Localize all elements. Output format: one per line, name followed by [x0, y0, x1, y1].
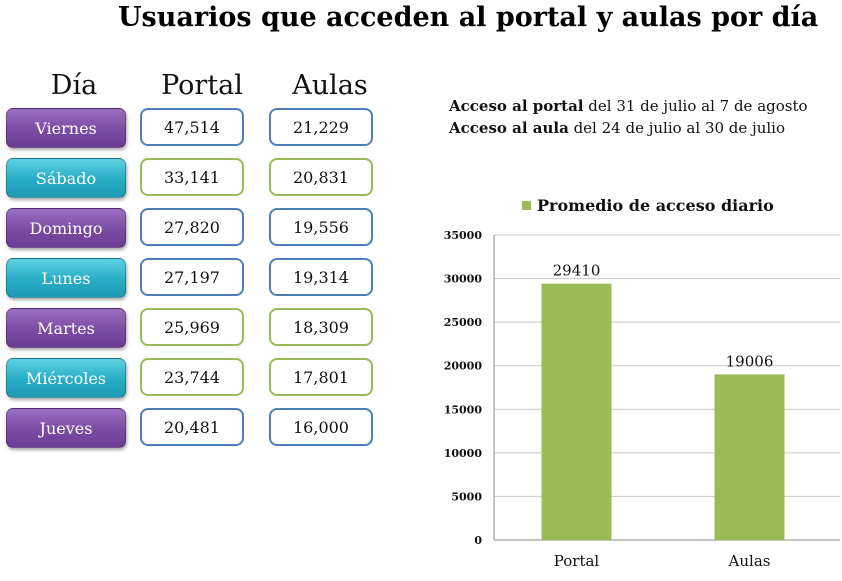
y-tick-label: 35000 — [444, 229, 483, 242]
chart-legend: Promedio de acceso diario — [522, 196, 774, 215]
portal-value: 33,141 — [140, 158, 244, 196]
day-button[interactable]: Lunes — [6, 258, 126, 298]
data-label: 29410 — [553, 262, 601, 280]
aula-range-label: Acceso al aula — [449, 119, 569, 137]
y-tick-label: 10000 — [444, 447, 483, 460]
aulas-value: 17,801 — [269, 358, 373, 396]
day-button[interactable]: Sábado — [6, 158, 126, 198]
aulas-value: 19,314 — [269, 258, 373, 296]
portal-value: 47,514 — [140, 108, 244, 146]
portal-value: 27,820 — [140, 208, 244, 246]
y-tick-label: 20000 — [444, 360, 483, 373]
aulas-value: 20,831 — [269, 158, 373, 196]
portal-value: 25,969 — [140, 308, 244, 346]
page-title: Usuarios que acceden al portal y aulas p… — [118, 2, 819, 33]
portal-value: 20,481 — [140, 408, 244, 446]
bar — [541, 283, 612, 540]
portal-value: 27,197 — [140, 258, 244, 296]
x-tick-label: Portal — [554, 552, 600, 570]
day-button[interactable]: Martes — [6, 308, 126, 348]
day-button[interactable]: Viernes — [6, 108, 126, 148]
x-tick-label: Aulas — [728, 552, 771, 570]
bar — [714, 374, 785, 540]
aulas-value: 16,000 — [269, 408, 373, 446]
aulas-value: 19,556 — [269, 208, 373, 246]
column-header-day: Día — [50, 70, 98, 101]
portal-range-note: Acceso al portal del 31 de julio al 7 de… — [449, 97, 808, 115]
portal-range-dates: del 31 de julio al 7 de agosto — [583, 97, 808, 115]
aula-range-note: Acceso al aula del 24 de julio al 30 de … — [449, 119, 785, 137]
portal-value: 23,744 — [140, 358, 244, 396]
column-header-portal: Portal — [161, 70, 243, 101]
y-tick-label: 15000 — [444, 403, 483, 416]
y-tick-label: 30000 — [444, 273, 483, 286]
legend-label: Promedio de acceso diario — [537, 196, 774, 215]
portal-range-label: Acceso al portal — [449, 97, 584, 115]
day-button[interactable]: Miércoles — [6, 358, 126, 398]
aulas-value: 18,309 — [269, 308, 373, 346]
legend-swatch — [522, 201, 531, 210]
day-button[interactable]: Domingo — [6, 208, 126, 248]
aula-range-dates: del 24 de julio al 30 de julio — [568, 119, 785, 137]
data-label: 19006 — [726, 352, 774, 370]
y-tick-label: 5000 — [451, 490, 482, 503]
y-tick-label: 0 — [474, 534, 482, 547]
y-tick-label: 25000 — [444, 316, 483, 329]
day-button[interactable]: Jueves — [6, 408, 126, 448]
column-header-aulas: Aulas — [292, 70, 368, 101]
aulas-value: 21,229 — [269, 108, 373, 146]
